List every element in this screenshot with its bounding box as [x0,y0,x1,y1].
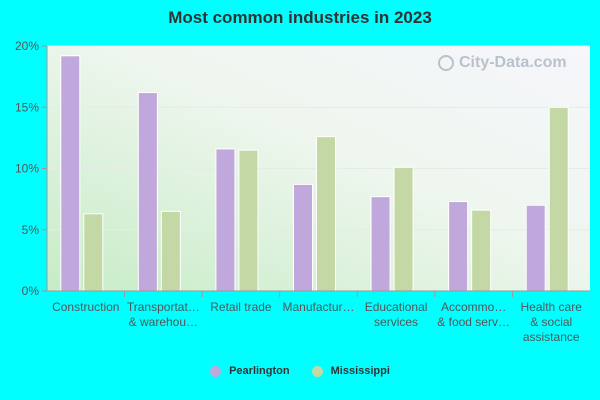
x-tick-label-line: assistance [522,330,580,344]
x-tick-label-line: Manufactur… [282,300,355,314]
y-tick-label: 15% [15,100,39,114]
bar-pearlington-3[interactable] [293,183,313,292]
chart-title: Most common industries in 2023 [168,8,432,27]
legend-label-mississippi: Mississippi [330,365,390,377]
watermark-text: City-Data.com [459,54,567,71]
bar-mississippi-1[interactable] [160,210,181,292]
bar-mississippi-2[interactable] [238,149,259,292]
x-tick-label-line: Health care [520,300,582,314]
x-tick-label: Health care & social assistance [512,300,590,345]
x-tick-label: Transportat… & warehou… [124,300,202,330]
bar-pearlington-4[interactable] [370,196,391,292]
y-tick-label: 10% [15,162,39,176]
y-tick-label: 0% [22,284,40,298]
bar-mississippi-4[interactable] [393,166,414,292]
x-tick-label: Educational services [357,300,435,330]
watermark: City-Data.com [438,54,567,72]
x-tick-label-line: Accommo… [440,300,507,314]
x-tick-label-line: Educational [364,300,428,314]
legend-label-pearlington: Pearlington [229,365,290,377]
bar-mississippi-6[interactable] [548,106,569,292]
bar-pearlington-5[interactable] [448,201,469,292]
x-tick-label-line: & warehou… [128,315,199,329]
bar-pearlington-6[interactable] [525,204,546,292]
legend-swatch-mississippi [311,365,323,377]
bar-mississippi-5[interactable] [471,209,492,292]
bar-pearlington-0[interactable] [60,55,81,292]
legend-item-mississippi: Mississippi [311,365,390,377]
x-tick-label: Construction [47,300,125,315]
x-tick-label: Retail trade [202,300,280,315]
x-tick-label-line: & food serv… [437,315,510,329]
x-tick-label-line: Retail trade [210,300,272,314]
magnifier-icon [438,55,454,71]
legend-swatch-pearlington [210,365,222,377]
x-tick-label-line: Construction [52,300,120,314]
x-tick-label-line: & social [530,315,573,329]
x-tick-label: Accommo… & food serv… [435,300,513,330]
bar-mississippi-0[interactable] [83,213,104,292]
bar-pearlington-2[interactable] [215,148,236,292]
legend-item-pearlington: Pearlington [210,365,290,377]
bar-pearlington-1[interactable] [137,92,158,292]
bar-mississippi-3[interactable] [316,136,336,292]
y-tick-label: 5% [22,223,40,237]
y-tick-label: 20% [15,39,39,53]
x-tick-label-line: Transportat… [126,300,200,314]
legend: Pearlington Mississippi [0,365,600,377]
x-tick-label-line: services [374,315,419,329]
x-tick-label: Manufactur… [280,300,358,315]
